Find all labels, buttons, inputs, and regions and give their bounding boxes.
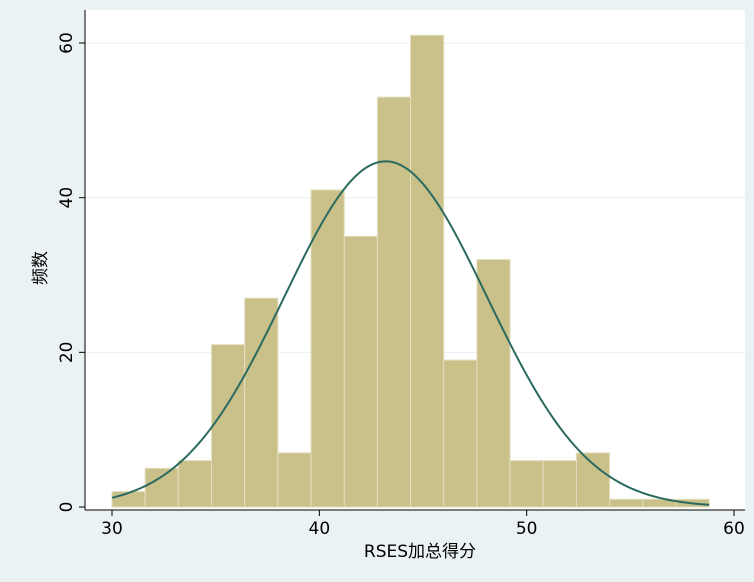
histogram-bar [244,297,279,508]
y-tick-label: 0 [57,502,77,513]
histogram-bar [575,452,611,508]
y-axis-ticks: 0 20 40 60 [57,32,85,512]
y-tick-label: 60 [57,32,77,54]
histogram-bar [542,460,577,508]
x-tick-label: 30 [101,519,123,539]
histogram-bar [343,235,378,508]
histogram-bar [177,460,213,508]
histogram-bar [310,189,345,508]
normal-curve [111,160,710,506]
histogram-bar [277,452,312,508]
histogram-bar [443,359,478,508]
x-axis-label: RSES加总得分 [364,542,476,562]
histogram-bar [476,259,511,508]
histogram-bars [111,34,710,508]
x-tick-label: 60 [723,519,745,539]
y-tick-label: 40 [57,187,77,209]
x-axis-ticks: 30 40 50 60 [101,510,745,539]
histogram-bar [376,96,412,508]
x-tick-label: 50 [516,519,538,539]
histogram-bar [144,467,179,508]
y-tick-label: 20 [57,342,77,364]
histogram-bar [211,344,246,508]
histogram-bar [509,460,544,508]
histogram-bar [410,34,445,508]
histogram-bar [609,498,644,508]
x-tick-label: 40 [309,519,331,539]
y-axis-label: 频数 [31,251,51,285]
